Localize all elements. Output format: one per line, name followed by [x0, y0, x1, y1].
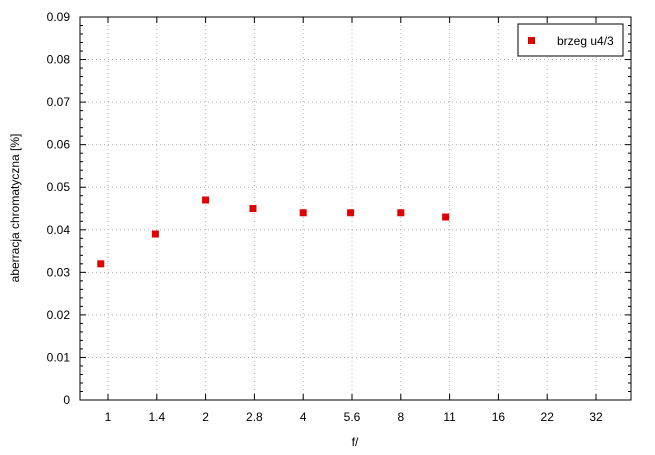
y-tick-label: 0.04 [47, 223, 71, 237]
x-tick-label: 11 [443, 410, 456, 424]
y-tick-label: 0.07 [47, 95, 71, 109]
y-tick-label: 0.08 [47, 53, 71, 67]
data-point [249, 205, 257, 212]
x-tick-label: 16 [492, 410, 506, 424]
y-tick-label: 0.02 [47, 308, 71, 322]
grid [80, 17, 631, 400]
x-tick-label: 32 [589, 410, 603, 424]
data-point [347, 209, 355, 217]
legend-label: brzeg u4/3 [557, 34, 614, 48]
series-points [97, 196, 450, 268]
y-tick-label: 0.09 [47, 10, 71, 24]
x-tick-label: 5.6 [344, 410, 361, 424]
data-point [151, 230, 159, 238]
x-tick-label: 8 [397, 410, 404, 424]
y-tick-label: 0.03 [47, 265, 71, 279]
y-tick-label: 0 [63, 393, 70, 407]
x-tick-label: 2 [202, 410, 209, 424]
legend: brzeg u4/3 [517, 23, 624, 57]
y-axis-tick-labels: 0 0.01 0.02 0.03 0.04 0.05 0.06 0.07 0.08 0.09 [47, 10, 71, 407]
legend-box [517, 23, 624, 57]
x-tick-label: 22 [541, 410, 555, 424]
data-point [97, 260, 105, 268]
plot-frame [79, 16, 632, 401]
y-tick-label: 0.06 [47, 138, 71, 152]
data-point [442, 213, 450, 221]
x-tick-label: 1.4 [148, 410, 165, 424]
data-point [299, 209, 307, 217]
data-point [202, 196, 210, 204]
x-tick-label: 4 [300, 410, 307, 424]
axis-ticks [80, 16, 631, 401]
x-tick-label: 1 [105, 410, 112, 424]
y-axis-label: aberracja chromatyczna [%] [8, 134, 22, 283]
y-tick-label: 0.01 [47, 350, 71, 364]
y-tick-label: 0.05 [47, 180, 71, 194]
x-axis-label: f/ [352, 435, 359, 449]
data-point [397, 209, 405, 217]
x-axis-tick-labels: 1 1.4 2 2.8 4 5.6 8 11 16 22 32 [105, 410, 603, 424]
legend-marker [528, 37, 535, 44]
x-tick-label: 2.8 [246, 410, 263, 424]
